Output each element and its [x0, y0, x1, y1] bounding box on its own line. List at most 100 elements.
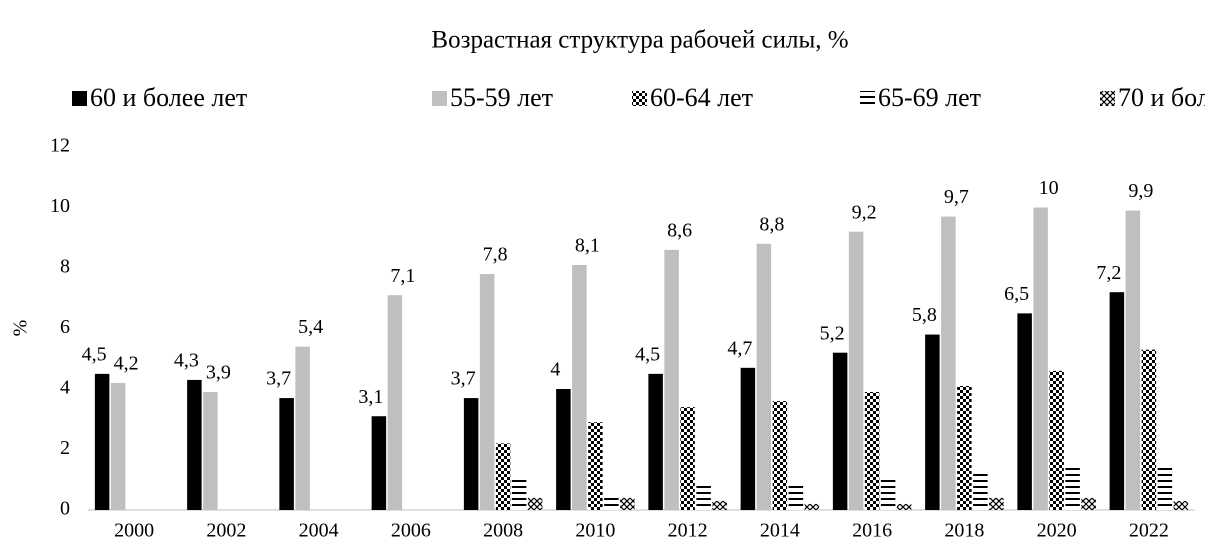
bar [1173, 500, 1189, 510]
data-label: 3,7 [451, 368, 476, 390]
bar [756, 243, 772, 511]
x-tick-label: 2020 [1037, 520, 1077, 542]
legend-marker [860, 91, 875, 106]
data-label: 4,2 [114, 353, 139, 375]
chart-title: Возрастная структура рабочей силы, % [431, 27, 848, 54]
bar [1157, 467, 1173, 510]
bar [295, 346, 310, 510]
x-tick-label: 2010 [575, 520, 615, 542]
y-tick-label: 12 [50, 135, 70, 157]
data-label: 4 [550, 359, 560, 381]
bar [604, 494, 619, 510]
bar [788, 485, 804, 510]
data-label: 7,8 [483, 244, 508, 266]
bar [1109, 292, 1125, 510]
bar [1049, 370, 1064, 510]
legend-label: 55-59 лет [450, 83, 553, 112]
bar [973, 470, 988, 510]
x-tick-label: 2012 [668, 520, 708, 542]
data-label: 5,2 [820, 322, 845, 344]
x-tick-label: 2022 [1129, 520, 1169, 542]
bar [94, 373, 110, 510]
legend-marker [72, 91, 87, 106]
data-label: 8,6 [667, 219, 692, 241]
data-label: 4,5 [82, 343, 107, 365]
legend-label: 60-64 лет [650, 83, 753, 112]
bar [989, 497, 1004, 510]
bar [832, 352, 848, 510]
legend-marker [432, 91, 447, 106]
data-label: 9,9 [1128, 180, 1153, 202]
bar [804, 503, 820, 510]
bar [1081, 497, 1096, 510]
data-label: 9,2 [852, 201, 877, 223]
data-label: 7,1 [390, 265, 415, 287]
bar [648, 373, 663, 510]
y-tick-label: 2 [60, 437, 70, 459]
data-label: 9,7 [944, 186, 969, 208]
data-label: 4,3 [174, 350, 199, 372]
bar [588, 422, 603, 510]
bar [696, 485, 711, 510]
bar [1033, 207, 1048, 510]
bar [1141, 349, 1157, 510]
x-tick-label: 2014 [760, 520, 800, 542]
bar [495, 443, 511, 510]
data-label: 3,7 [266, 368, 291, 390]
bar [479, 274, 495, 510]
bar [1065, 467, 1080, 510]
bar [664, 249, 679, 510]
data-label: 10 [1039, 177, 1059, 199]
y-tick-label: 10 [50, 195, 70, 217]
bar [387, 295, 403, 510]
bar [740, 367, 756, 510]
data-label: 4,7 [727, 337, 752, 359]
y-tick-label: 6 [60, 316, 70, 338]
y-axis-label: % [10, 320, 32, 337]
bar [925, 334, 940, 510]
bar [463, 398, 479, 510]
data-label: 5,4 [298, 316, 323, 338]
x-tick-label: 2000 [114, 520, 154, 542]
bar [620, 497, 635, 510]
legend-label: 65-69 лет [878, 83, 981, 112]
data-label: 3,1 [358, 386, 383, 408]
legend-marker [632, 91, 647, 106]
x-tick-label: 2002 [206, 520, 246, 542]
bar [1125, 210, 1141, 510]
bar [572, 264, 587, 510]
bar [941, 216, 956, 510]
x-tick-label: 2016 [852, 520, 892, 542]
bar [371, 416, 387, 510]
data-label: 4,5 [635, 343, 660, 365]
data-label: 3,9 [206, 362, 231, 384]
legend-marker [1100, 91, 1115, 106]
data-label: 5,8 [912, 304, 937, 326]
bar [680, 407, 695, 510]
bar [1017, 313, 1032, 510]
x-tick-label: 2004 [299, 520, 339, 542]
bar [203, 392, 218, 510]
bar [864, 392, 880, 510]
y-tick-label: 0 [60, 498, 70, 520]
x-tick-label: 2006 [391, 520, 431, 542]
legend-label: 60 и более лет [90, 83, 247, 112]
bar [110, 382, 126, 510]
bar [712, 500, 727, 510]
bar [279, 398, 294, 510]
bar [527, 497, 543, 510]
bar [511, 476, 527, 510]
data-label: 8,8 [759, 213, 784, 235]
data-label: 6,5 [1004, 283, 1029, 305]
bar [556, 389, 571, 510]
bar [187, 379, 202, 510]
bar [957, 385, 972, 510]
bar [896, 503, 912, 510]
bar [880, 476, 896, 510]
bar [848, 231, 864, 510]
data-label: 7,2 [1096, 262, 1121, 284]
y-tick-label: 8 [60, 256, 70, 278]
x-tick-label: 2008 [483, 520, 523, 542]
x-tick-label: 2018 [944, 520, 984, 542]
